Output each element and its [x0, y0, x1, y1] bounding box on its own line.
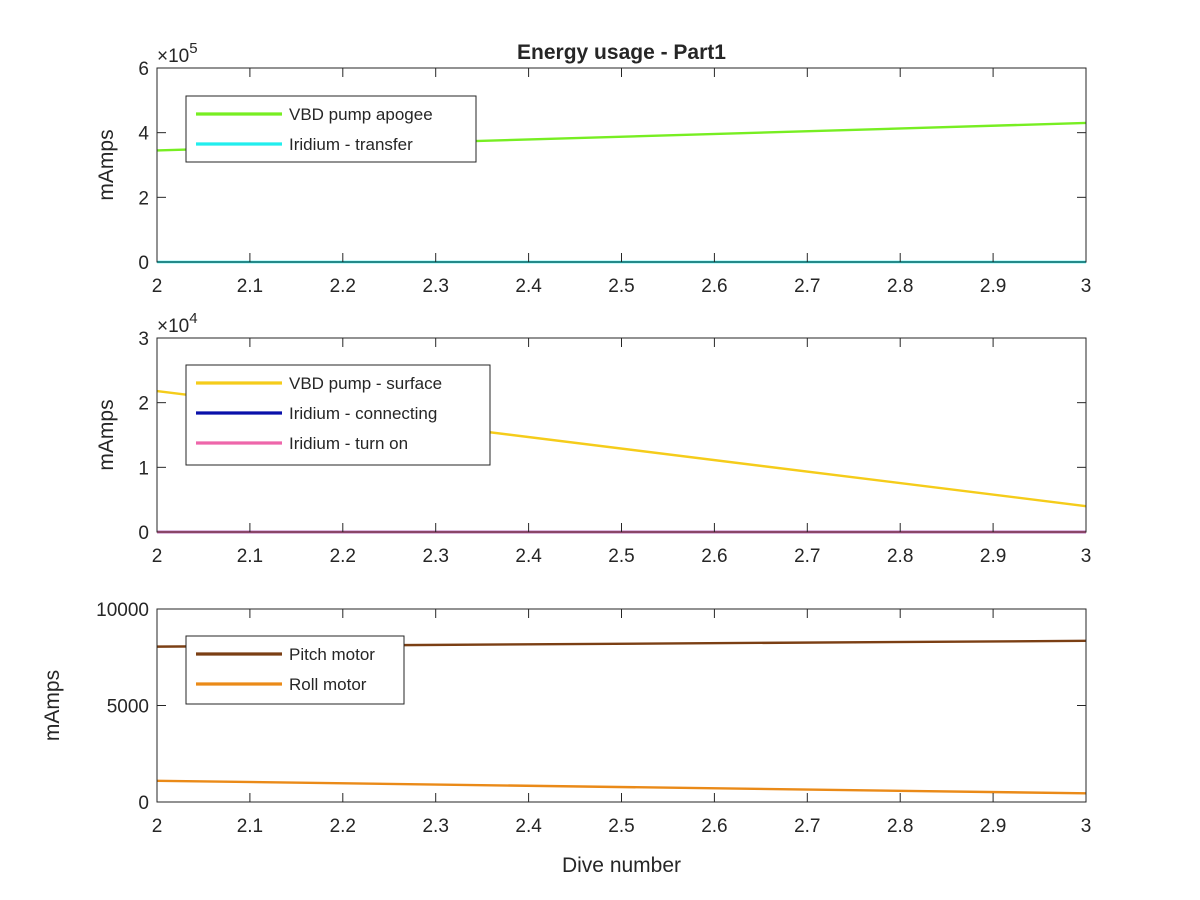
y-tick-label: 2 [138, 394, 149, 415]
x-tick-label: 2.4 [515, 276, 542, 297]
y-tick-label: 2 [138, 188, 149, 209]
subplot-3: 2 2.1 2.2 2.3 2.4 2.5 2.6 2.7 2.8 2.9 3 0 5000 10000 m… [41, 600, 1091, 877]
legend: VBD pump - surface Iridium - connecting Ir… [185, 364, 491, 466]
y-tick-label: 0 [138, 253, 149, 274]
x-tick-label: 2.6 [701, 276, 727, 297]
x-tick-label: 2.5 [608, 276, 634, 297]
x-tick-label: 2.7 [794, 276, 820, 297]
legend: Pitch motor Roll motor [185, 635, 405, 705]
series-line-2 [156, 779, 1087, 795]
x-tick-label: 2 [152, 276, 163, 297]
x-tick-label: 2.1 [237, 816, 263, 837]
x-tick-label: 2.9 [980, 276, 1006, 297]
legend-box [185, 635, 405, 705]
y-tick-label: 1 [138, 458, 149, 479]
subplot-2: 2 2.1 2.2 2.3 2.4 2.5 2.6 2.7 2.8 2.9 3 0 1 2 3 ×104 mAm… [95, 310, 1091, 567]
x-tick-label: 2.9 [980, 546, 1006, 567]
x-tick-label: 2.2 [330, 546, 356, 567]
y-exponent-power: 5 [189, 40, 197, 57]
legend-entry-label: Iridium - turn on [289, 434, 408, 453]
y-exponent-power: 4 [189, 310, 197, 327]
y-tick-label: 10000 [96, 600, 149, 621]
x-tick-label: 3 [1081, 816, 1092, 837]
x-tick-label: 2.4 [515, 816, 542, 837]
chart-title: Energy usage - Part1 [517, 41, 726, 64]
y-axis-label: mAmps [41, 670, 64, 741]
x-tick-label: 2.2 [330, 276, 356, 297]
x-axis-label: Dive number [562, 854, 681, 877]
x-tick-label: 2.3 [422, 546, 448, 567]
x-tick-label: 2 [152, 816, 163, 837]
x-tick-label: 2 [152, 546, 163, 567]
legend-entry-label: VBD pump apogee [289, 105, 433, 124]
y-exponent-label: ×104 [157, 310, 198, 337]
legend-entry-label: Pitch motor [289, 645, 375, 664]
legend-entry-label: VBD pump - surface [289, 374, 442, 393]
y-exponent-label: ×105 [157, 40, 198, 67]
x-tick-label: 2.7 [794, 816, 820, 837]
x-tick-label: 2.8 [887, 816, 913, 837]
y-tick-label: 6 [138, 59, 149, 80]
x-tick-label: 2.3 [422, 276, 448, 297]
subplot-1: 2 2.1 2.2 2.3 2.4 2.5 2.6 2.7 2.8 2.9 30246×105mAm… [95, 40, 1091, 297]
x-tick-label: 2.3 [422, 816, 448, 837]
y-tick-label: 0 [138, 523, 149, 544]
legend-entry-label: Iridium - connecting [289, 404, 437, 423]
legend-entry-label: Roll motor [289, 675, 367, 694]
x-tick-label: 2.4 [515, 546, 542, 567]
y-axis-label: mAmps [95, 129, 118, 200]
y-tick-label: 5000 [107, 697, 149, 718]
y-axis-label: mAmps [95, 399, 118, 470]
x-tick-label: 3 [1081, 546, 1092, 567]
x-tick-label: 2.9 [980, 816, 1006, 837]
x-tick-label: 2.5 [608, 816, 634, 837]
x-tick-label: 2.7 [794, 546, 820, 567]
x-tick-label: 2.6 [701, 546, 727, 567]
legend-box [185, 364, 491, 466]
y-tick-label: 3 [138, 329, 149, 350]
x-tick-label: 2.2 [330, 816, 356, 837]
legend-entry-label: Iridium - transfer [289, 135, 413, 154]
x-tick-label: 2.1 [237, 276, 263, 297]
x-tick-label: 2.5 [608, 546, 634, 567]
x-tick-label: 2.1 [237, 546, 263, 567]
y-tick-label: 0 [138, 793, 149, 814]
legend-box [185, 95, 477, 163]
x-tick-label: 3 [1081, 276, 1092, 297]
y-tick-label: 4 [138, 124, 149, 145]
x-tick-label: 2.8 [887, 276, 913, 297]
x-tick-label: 2.8 [887, 546, 913, 567]
legend: VBD pump apogee Iridium - transfer [185, 95, 477, 163]
x-tick-label: 2.6 [701, 816, 727, 837]
